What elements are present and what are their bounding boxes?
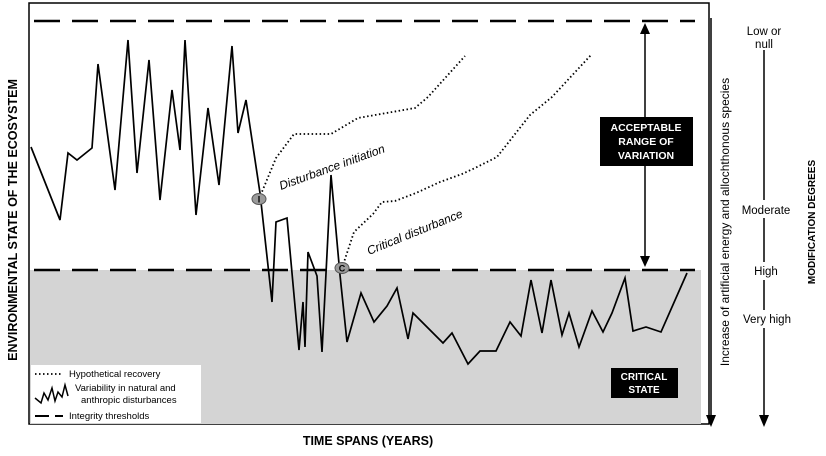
legend: Hypothetical recovery Variability in nat… [31, 365, 201, 423]
acceptable-range-line-3: VARIATION [618, 150, 674, 162]
x-axis-label: TIME SPANS (YEARS) [303, 434, 433, 448]
modification-axis-arrow [759, 50, 769, 427]
critical-disturbance-marker: C [334, 262, 350, 274]
modification-moderate-label: Moderate [742, 205, 791, 217]
legend-threshold-label: Integrity thresholds [69, 411, 150, 422]
legend-recovery-label: Hypothetical recovery [69, 369, 161, 380]
modification-degrees-label: MODIFICATION DEGREES [807, 160, 818, 285]
legend-variability-label-2: anthropic disturbances [81, 395, 177, 406]
modification-low-label-1: Low or [747, 26, 782, 38]
modification-very-high-label: Very high [743, 314, 791, 326]
critical-state-line-2: STATE [628, 385, 660, 396]
energy-axis-arrow [706, 18, 716, 427]
recovery-line-critical [341, 54, 592, 269]
legend-variability-label-1: Variability in natural and [75, 383, 176, 394]
acceptable-range-line-1: ACCEPTABLE [611, 122, 682, 134]
marker-i-label: I [258, 195, 261, 205]
acceptable-range-line-2: RANGE OF [618, 136, 674, 148]
critical-state-label: CRITICAL STATE [611, 368, 678, 398]
variability-line [30, 39, 688, 366]
marker-c-label: C [339, 264, 346, 274]
modification-high-label: High [754, 266, 778, 278]
recovery-line-initiation [258, 55, 466, 200]
legend-variability-swatch [34, 382, 69, 405]
modification-low-label-2: null [755, 39, 773, 51]
energy-axis-label: Increase of artificial energy and alloch… [718, 78, 732, 366]
disturbance-initiation-marker: I [251, 193, 267, 205]
y-axis-label: ENVIRONMENTAL STATE OF THE ECOSYSTEM [6, 79, 20, 361]
acceptable-range-label: ACCEPTABLE RANGE OF VARIATION [600, 117, 693, 166]
critical-state-line-1: CRITICAL [621, 372, 668, 383]
